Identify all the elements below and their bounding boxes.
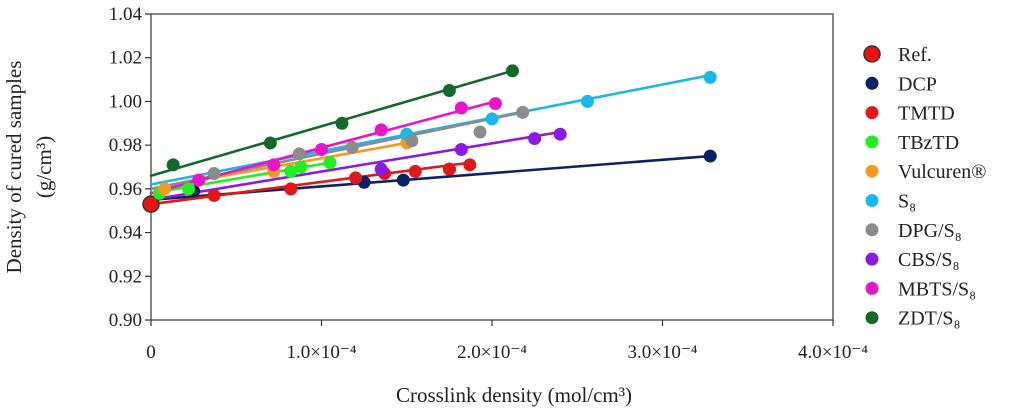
data-point-tbztd (284, 164, 298, 178)
y-tick-label: 0.90 (109, 310, 142, 331)
legend-marker-dpg-s8 (865, 223, 879, 237)
data-point-dcp (703, 149, 717, 163)
x-tick-label: 3.0×10⁻⁴ (627, 342, 697, 363)
data-point-tbztd (323, 156, 337, 170)
legend-marker-vulcuren (865, 164, 879, 178)
data-point-mbts-s8 (192, 173, 206, 187)
data-point-zdt-s8 (166, 158, 180, 172)
data-point-dcp (396, 173, 410, 187)
y-axis-title-line2: (g/cm³) (32, 136, 56, 198)
legend: Ref. DCP TMTD TBzTD Vulcuren® S₈ DPG/S₈ CBS/S₈ M… (863, 44, 986, 330)
x-tick-label: 1.0×10⁻⁴ (286, 342, 356, 363)
data-point-tmtd (442, 162, 456, 176)
legend-marker-ref (863, 45, 881, 63)
data-point-vulcuren (158, 182, 172, 196)
data-point-zdt-s8 (263, 136, 277, 150)
legend-label-dcp: DCP (898, 73, 937, 95)
x-tick-label: 0 (146, 342, 156, 363)
y-tick-label: 1.02 (109, 48, 142, 69)
data-point-dpg-s8 (345, 140, 359, 154)
y-tick-label: 0.92 (109, 266, 142, 287)
data-point-cbs-s8 (553, 127, 567, 141)
data-point-ref (142, 195, 160, 213)
plot-area (150, 13, 834, 321)
legend-label-s8: S₈ (898, 191, 916, 213)
data-point-tbztd (294, 160, 308, 174)
x-tick-label: 4.0×10⁻⁴ (798, 342, 868, 363)
data-point-mbts-s8 (374, 123, 388, 137)
legend-marker-s8 (865, 194, 879, 207)
legend-marker-cbs-s8 (865, 252, 879, 266)
data-point-cbs-s8 (374, 162, 388, 176)
data-point-dpg-s8 (516, 105, 530, 119)
legend-label-tmtd: TMTD (898, 103, 955, 125)
data-point-tmtd (408, 164, 422, 178)
x-axis-ticks: 0 1.0×10⁻⁴ 2.0×10⁻⁴ 3.0×10⁻⁴ 4.0×10⁻⁴ (146, 320, 868, 363)
legend-marker-dcp (865, 76, 879, 90)
data-point-s8 (703, 70, 717, 84)
data-point-mbts-s8 (315, 143, 328, 157)
fit-line-cbs-s8 (149, 130, 562, 202)
data-point-zdt-s8 (505, 64, 519, 78)
data-point-zdt-s8 (335, 116, 349, 130)
data-point-dpg-s8 (473, 125, 487, 139)
legend-marker-tmtd (865, 106, 879, 120)
legend-label-ref: Ref. (898, 44, 932, 66)
data-point-cbs-s8 (454, 143, 468, 157)
data-point-dpg-s8 (207, 167, 221, 181)
legend-label-zdt-s8: ZDT/S₈ (898, 308, 961, 330)
legend-marker-mbts-s8 (865, 281, 879, 295)
data-point-mbts-s8 (488, 97, 502, 111)
data-points (142, 64, 717, 213)
data-point-tmtd (349, 171, 363, 185)
data-point-mbts-s8 (267, 158, 281, 172)
x-tick-label: 2.0×10⁻⁴ (457, 342, 527, 363)
data-point-tbztd (182, 182, 196, 196)
fit-lines (149, 69, 712, 206)
legend-label-cbs-s8: CBS/S₈ (898, 249, 959, 271)
y-tick-label: 1.00 (109, 91, 142, 112)
y-axis-title-line1: Density of cured samples (2, 61, 26, 274)
legend-label-vulcuren: Vulcuren® (898, 161, 986, 183)
data-point-s8 (580, 94, 594, 108)
data-point-tmtd (463, 158, 477, 172)
data-point-zdt-s8 (442, 84, 456, 97)
data-point-s8 (485, 112, 499, 126)
legend-label-tbztd: TBzTD (898, 132, 959, 154)
y-axis-ticks: 0.90 0.92 0.94 0.96 0.98 1.00 1.02 1.04 (109, 4, 151, 331)
data-point-dpg-s8 (405, 134, 419, 148)
legend-marker-zdt-s8 (865, 311, 879, 325)
data-point-dpg-s8 (292, 147, 306, 161)
data-point-mbts-s8 (454, 101, 468, 115)
y-tick-label: 0.94 (109, 223, 143, 244)
data-point-cbs-s8 (528, 132, 542, 146)
legend-marker-tbztd (865, 135, 879, 149)
legend-label-mbts-s8: MBTS/S₈ (898, 278, 976, 300)
data-point-tmtd (284, 182, 298, 196)
fit-line-s8 (149, 73, 712, 186)
data-point-tmtd (207, 188, 221, 202)
y-tick-label: 1.04 (109, 4, 143, 25)
y-tick-label: 0.96 (109, 179, 142, 200)
legend-label-dpg-s8: DPG/S₈ (898, 220, 962, 242)
x-axis-title: Crosslink density (mol/cm³) (396, 383, 632, 407)
y-tick-label: 0.98 (109, 135, 142, 156)
